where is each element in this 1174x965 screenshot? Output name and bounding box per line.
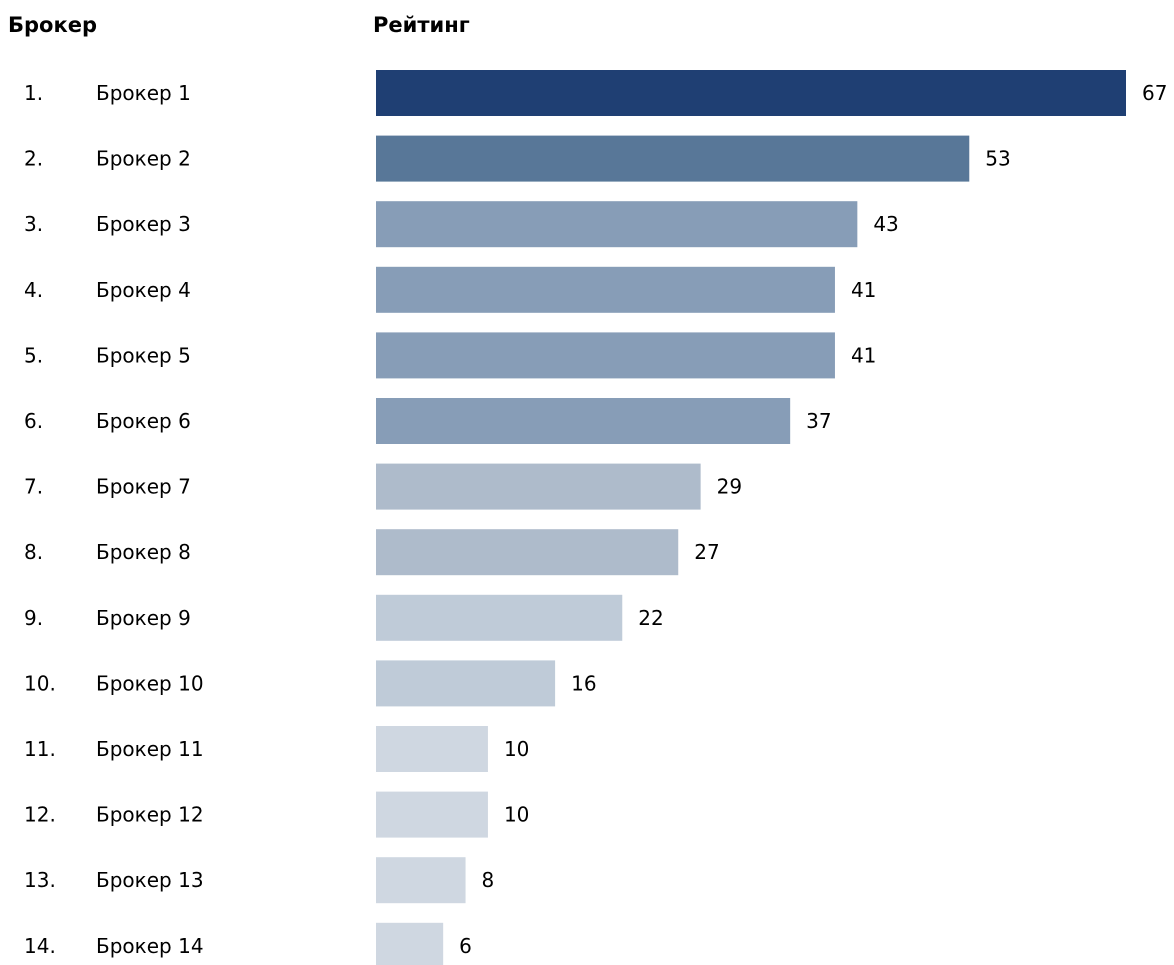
value-label: 41 <box>851 343 876 367</box>
value-label: 67 <box>1142 81 1167 105</box>
broker-name-label: Брокер 7 <box>96 475 191 499</box>
rank-label: 9. <box>24 606 43 630</box>
broker-name-label: Брокер 9 <box>96 606 191 630</box>
rank-label: 2. <box>24 147 43 171</box>
rating-bar <box>376 660 556 707</box>
rating-bar <box>376 594 623 641</box>
rating-bar <box>376 201 858 248</box>
broker-column-header: Брокер <box>8 13 97 37</box>
rank-label: 12. <box>24 803 56 827</box>
broker-name-label: Брокер 11 <box>96 737 204 761</box>
broker-name-label: Брокер 1 <box>96 81 191 105</box>
rank-label: 11. <box>24 737 56 761</box>
value-label: 29 <box>717 475 742 499</box>
value-label: 10 <box>504 803 529 827</box>
rank-label: 13. <box>24 868 56 892</box>
rank-label: 8. <box>24 540 43 564</box>
rank-label: 4. <box>24 278 43 302</box>
rank-label: 6. <box>24 409 43 433</box>
broker-name-label: Брокер 4 <box>96 278 191 302</box>
rank-label: 7. <box>24 475 43 499</box>
rating-bar <box>376 70 1126 116</box>
rating-bar <box>376 266 835 313</box>
value-label: 27 <box>694 540 719 564</box>
rating-bar <box>376 463 701 510</box>
rating-bar <box>376 726 488 772</box>
value-label: 43 <box>873 212 898 236</box>
value-label: 10 <box>504 737 529 761</box>
broker-name-label: Брокер 5 <box>96 343 191 367</box>
broker-name-label: Брокер 12 <box>96 803 204 827</box>
value-label: 37 <box>806 409 831 433</box>
value-label: 53 <box>985 147 1010 171</box>
value-label: 16 <box>571 671 596 695</box>
value-label: 8 <box>482 868 495 892</box>
broker-name-label: Брокер 6 <box>96 409 191 433</box>
rating-bar <box>376 398 791 444</box>
broker-name-label: Брокер 13 <box>96 868 204 892</box>
rank-label: 10. <box>24 671 56 695</box>
rank-label: 5. <box>24 343 43 367</box>
value-label: 6 <box>459 934 472 958</box>
rank-label: 1. <box>24 81 43 105</box>
rank-label: 14. <box>24 934 56 958</box>
broker-name-label: Брокер 10 <box>96 671 204 695</box>
rating-column-header: Рейтинг <box>373 13 470 37</box>
broker-name-label: Брокер 14 <box>96 934 204 958</box>
rating-bar <box>376 922 444 965</box>
broker-name-label: Брокер 8 <box>96 540 191 564</box>
rating-bar <box>376 791 488 838</box>
value-label: 41 <box>851 278 876 302</box>
rating-bar <box>376 529 679 576</box>
broker-name-label: Брокер 2 <box>96 147 191 171</box>
rating-bar <box>376 857 466 904</box>
rating-bar <box>376 135 970 182</box>
value-label: 22 <box>638 606 663 630</box>
rating-bar <box>376 332 835 379</box>
rank-label: 3. <box>24 212 43 236</box>
broker-name-label: Брокер 3 <box>96 212 191 236</box>
